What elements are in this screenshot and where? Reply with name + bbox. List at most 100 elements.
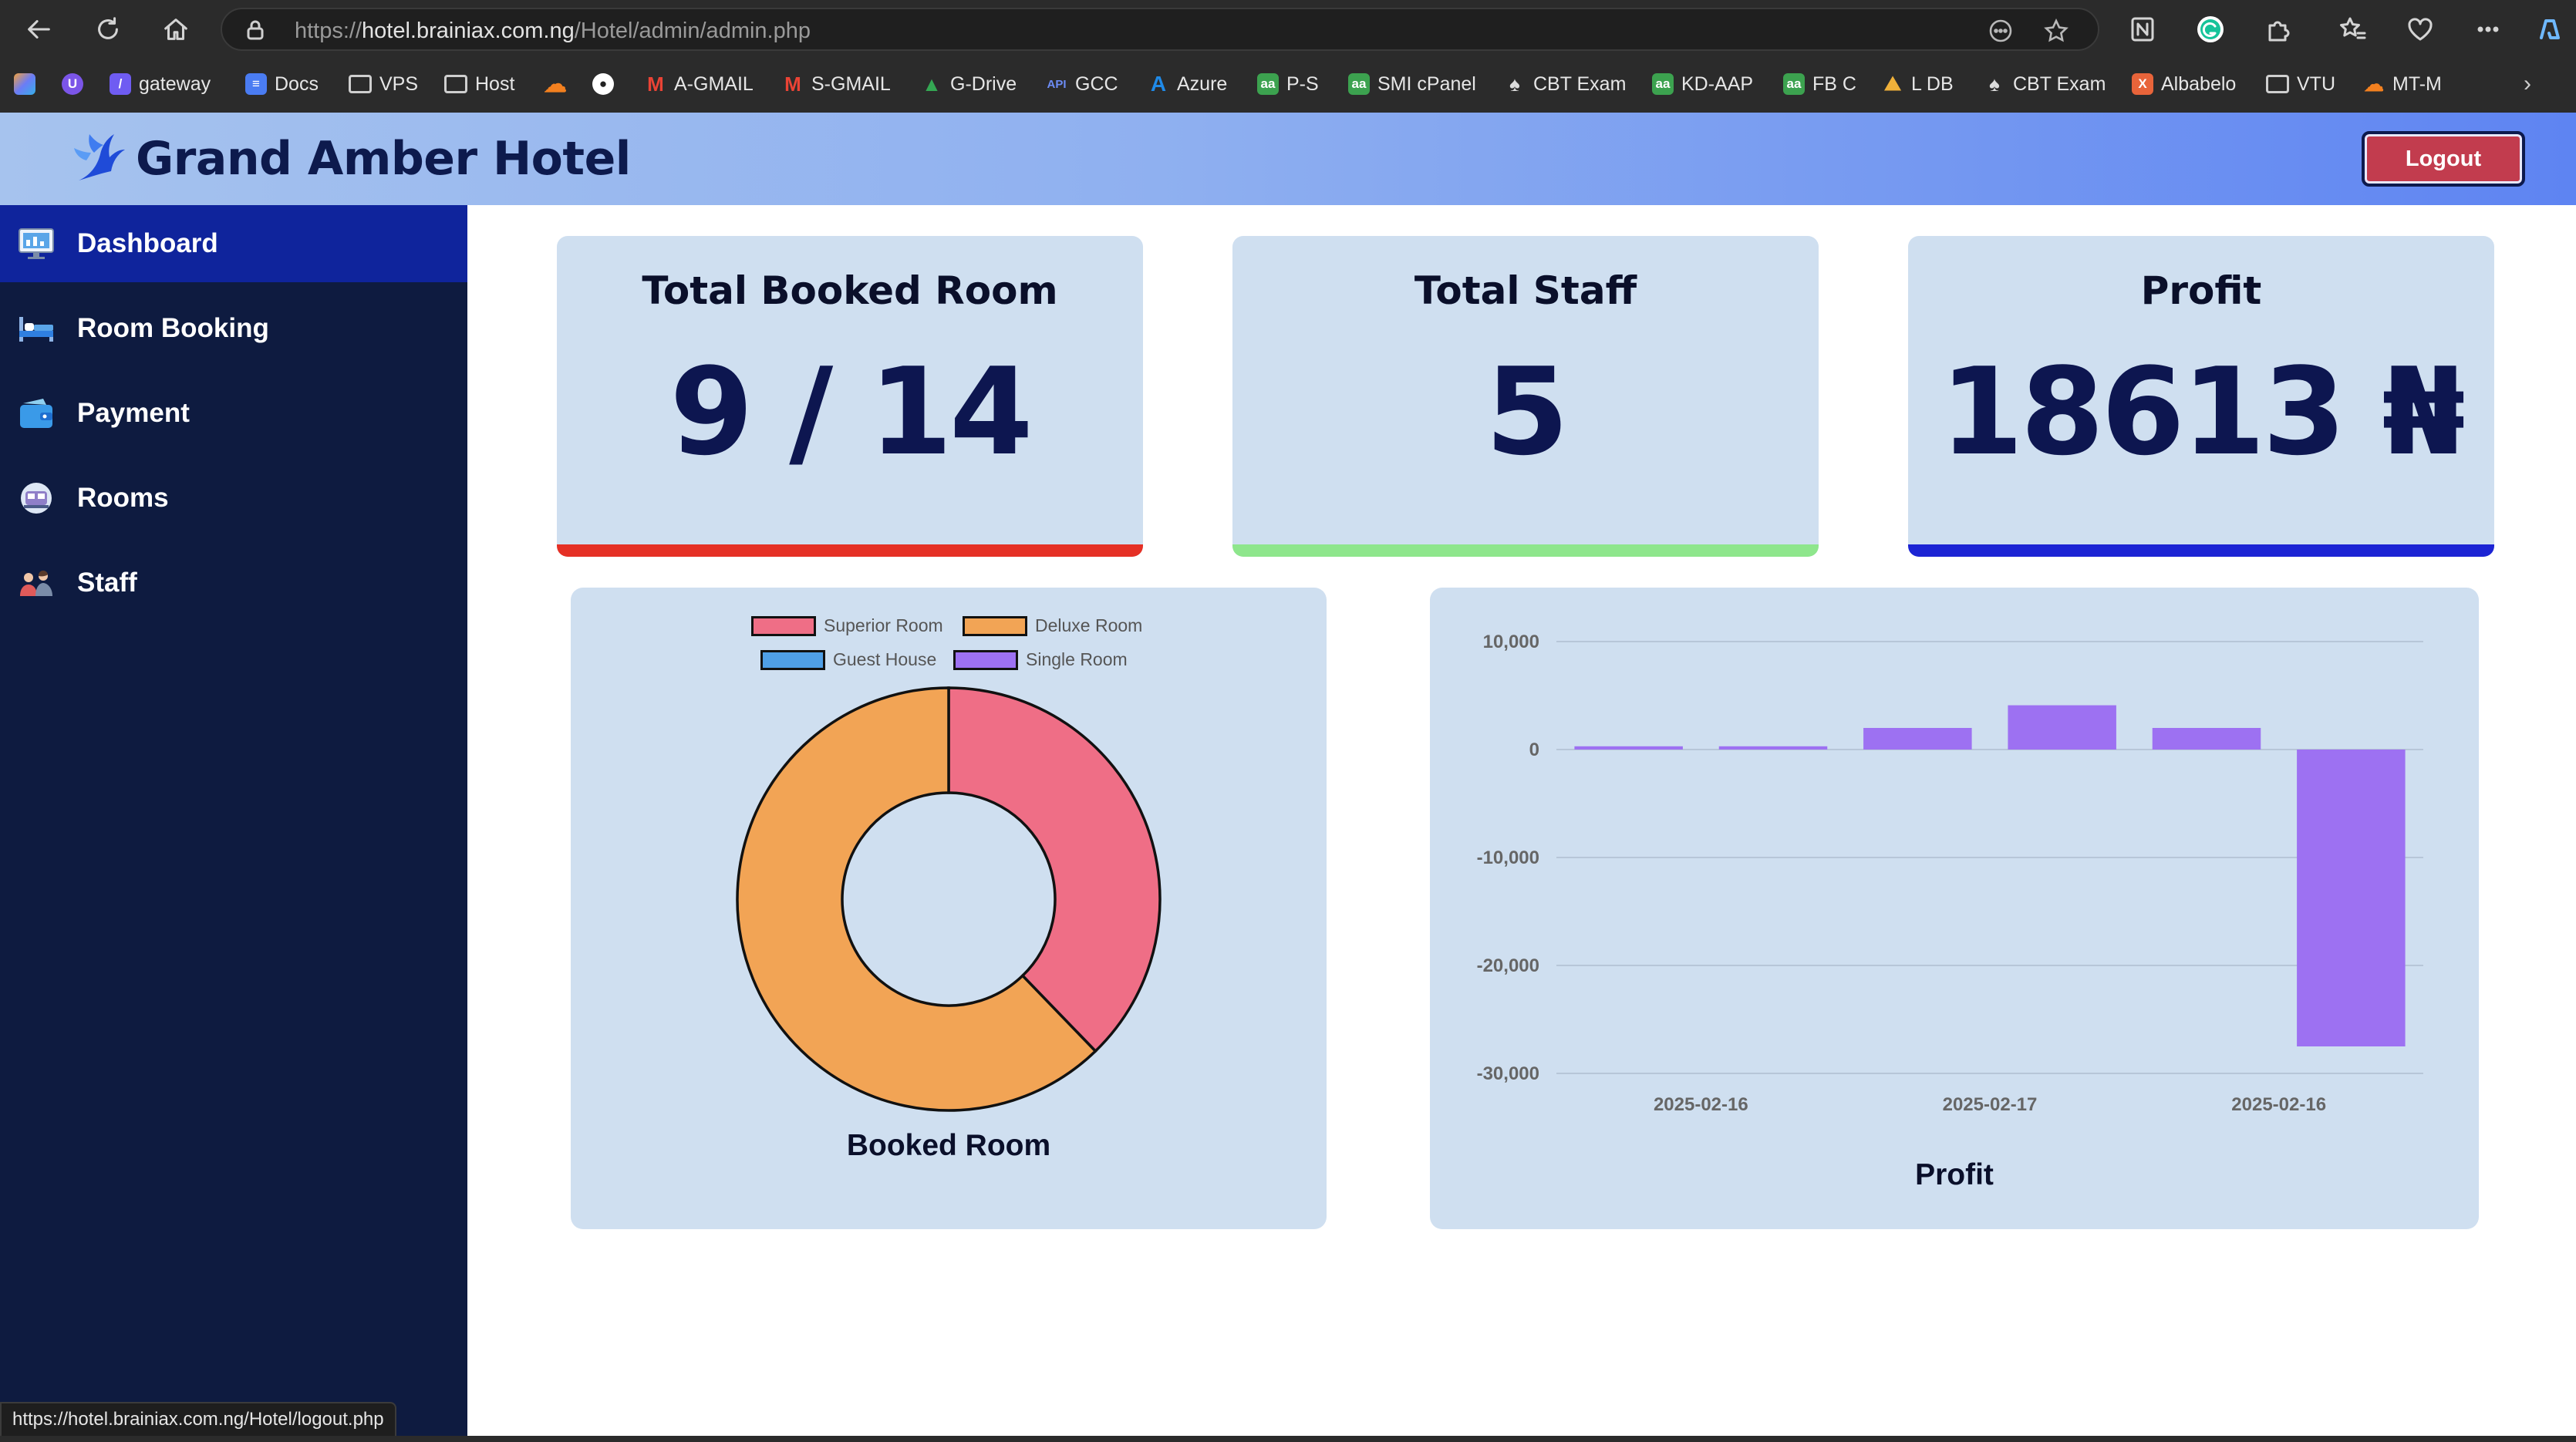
- legend-item[interactable]: Single Room: [953, 649, 1128, 670]
- bookmark-albabelo[interactable]: X Albabelo: [2132, 68, 2236, 100]
- mountain-icon: ⛰: [1884, 72, 1901, 95]
- folder-icon: [2266, 75, 2289, 93]
- github-icon: ●: [592, 73, 614, 95]
- proton-bookmark[interactable]: U: [62, 68, 83, 100]
- feather-icon: /: [110, 73, 131, 95]
- bookmark-gateway[interactable]: / gateway: [110, 68, 211, 100]
- legend-item[interactable]: Guest House: [760, 649, 936, 670]
- legend-swatch: [760, 649, 825, 670]
- legend-label: Single Room: [1026, 649, 1128, 669]
- bookmark-kd-aap[interactable]: aa KD-AAP: [1652, 68, 1753, 100]
- copilot-icon[interactable]: [2533, 12, 2567, 46]
- logout-button[interactable]: Logout: [2362, 131, 2525, 187]
- bookmark-fb-c[interactable]: aa FB C: [1783, 68, 1856, 100]
- address-bar[interactable]: https://hotel.brainiax.com.ng/Hotel/admi…: [221, 8, 2099, 51]
- legend-item[interactable]: Superior Room: [751, 615, 943, 636]
- sidebar-item-room-booking[interactable]: Room Booking: [0, 290, 467, 367]
- more-options-circle-icon[interactable]: [1988, 19, 2013, 43]
- bookmark-cbt-exam-2[interactable]: ♠ CBT Exam: [1984, 68, 2106, 100]
- bookmark-smi-cpanel[interactable]: aa SMI cPanel: [1348, 68, 1476, 100]
- booked-room-chart-panel: Superior Room Deluxe Room Guest House Singl…: [571, 588, 1327, 1229]
- shield-icon: U: [62, 73, 83, 95]
- bookmark-vtu[interactable]: VTU: [2266, 68, 2335, 100]
- bookmark-label: MT-M: [2392, 72, 2442, 95]
- bookmark-label: S-GMAIL: [811, 72, 891, 95]
- bookmark-label: L DB: [1911, 72, 1954, 95]
- bookmark-p-s[interactable]: aa P-S: [1257, 68, 1319, 100]
- bookmark-docs[interactable]: ≡ Docs: [245, 68, 319, 100]
- profit-bar[interactable]: [1863, 728, 1972, 750]
- copilot-color-icon: [14, 73, 35, 95]
- aa-icon: aa: [1348, 73, 1370, 95]
- bookmark-label: CBT Exam: [1533, 72, 1627, 95]
- reload-icon[interactable]: [89, 11, 126, 48]
- bookmark-gcc[interactable]: API GCC: [1046, 68, 1118, 100]
- sidebar-item-payment[interactable]: Payment: [0, 375, 467, 452]
- bookmark-cloudflare[interactable]: ☁: [544, 68, 567, 100]
- booked-rooms-card: Total Booked Room 9 / 14: [557, 236, 1143, 557]
- donut-slice[interactable]: [736, 686, 1097, 1112]
- url-text[interactable]: https://hotel.brainiax.com.ng/Hotel/admi…: [295, 19, 811, 44]
- profit-bar[interactable]: [1718, 746, 1828, 750]
- card-accent-bar: [557, 544, 1143, 557]
- extensions-puzzle-icon[interactable]: [2261, 12, 2295, 46]
- sidebar-item-label: Staff: [77, 568, 137, 598]
- profit-bar[interactable]: [2008, 705, 2116, 750]
- dashboard-icon: [17, 226, 56, 261]
- bookmark-github[interactable]: ●: [592, 68, 614, 100]
- bookmark-label: Docs: [275, 72, 319, 95]
- card-accent-bar: [1908, 544, 2494, 557]
- back-arrow-icon[interactable]: [20, 11, 57, 48]
- window-bottom-edge: [0, 1436, 2576, 1442]
- sidebar-item-staff[interactable]: Staff: [0, 544, 467, 622]
- notion-extension-icon[interactable]: [2126, 12, 2160, 46]
- aa-icon: aa: [1257, 73, 1279, 95]
- card-value: 5: [1485, 342, 1570, 482]
- sidebar: Dashboard Room Booking Payment Rooms Sta…: [0, 205, 467, 1442]
- chart-title: Profit: [1915, 1158, 1994, 1191]
- more-menu-icon[interactable]: [2471, 12, 2505, 46]
- x-tick-label: 2025-02-17: [1943, 1094, 2038, 1115]
- legend-label: Deluxe Room: [1035, 615, 1143, 635]
- profit-bar[interactable]: [1574, 746, 1683, 750]
- legend-swatch: [953, 649, 1018, 670]
- profit-chart-panel: 10,000 0 -10,000 -20,000 -30,000 2025-02-16 20…: [1430, 588, 2479, 1229]
- bed-icon: [17, 311, 56, 346]
- chevron-right-icon[interactable]: ›: [2524, 71, 2531, 96]
- bookmark-label: VPS: [379, 72, 419, 95]
- bookmark-vps[interactable]: VPS: [349, 68, 418, 100]
- profit-bar[interactable]: [2152, 728, 2261, 750]
- bookmark-host[interactable]: Host: [444, 68, 514, 100]
- bookmark-label: SMI cPanel: [1377, 72, 1476, 95]
- gmail-icon: M: [784, 72, 801, 96]
- y-tick-label: -20,000: [1477, 955, 1539, 976]
- bookmark-g-drive[interactable]: ▲ G-Drive: [921, 68, 1017, 100]
- bookmark-s-gmail[interactable]: M S-GMAIL: [782, 68, 891, 100]
- bookmarks-bar: U / gateway ≡ Docs VPS Host ☁ ● M A-GMAI…: [0, 62, 2576, 106]
- site-info-icon[interactable]: [244, 19, 267, 42]
- donut-slice[interactable]: [947, 686, 1162, 1053]
- bookmark-cbt-exam[interactable]: ♠ CBT Exam: [1504, 68, 1626, 100]
- home-icon[interactable]: [157, 11, 194, 48]
- bookmark-a-gmail[interactable]: M A-GMAIL: [645, 68, 754, 100]
- bookmark-mt-m[interactable]: ☁ MT-M: [2363, 68, 2442, 100]
- bookmark-l-db[interactable]: ⛰ L DB: [1882, 68, 1954, 100]
- favorites-icon[interactable]: [2335, 12, 2369, 46]
- badge-icon: ♠: [1989, 72, 2000, 96]
- bookmark-label: A-GMAIL: [674, 72, 754, 95]
- bird-logo-icon: [71, 126, 126, 192]
- health-heart-icon[interactable]: [2403, 12, 2437, 46]
- grammarly-extension-icon[interactable]: [2193, 12, 2227, 46]
- sidebar-item-rooms[interactable]: Rooms: [0, 460, 467, 537]
- wallet-icon: [17, 396, 56, 431]
- card-value: 9 / 14: [669, 342, 1033, 482]
- sidebar-item-dashboard[interactable]: Dashboard: [0, 205, 467, 282]
- chart-title: Booked Room: [846, 1129, 1051, 1162]
- copilot-bookmark[interactable]: [14, 68, 35, 100]
- card-title: Total Booked Room: [642, 268, 1058, 313]
- profit-bar[interactable]: [2297, 750, 2406, 1046]
- bookmark-azure[interactable]: A Azure: [1148, 68, 1227, 100]
- brand[interactable]: Grand Amber Hotel: [71, 128, 631, 190]
- star-bookmark-icon[interactable]: [2044, 18, 2069, 43]
- legend-item[interactable]: Deluxe Room: [963, 615, 1142, 636]
